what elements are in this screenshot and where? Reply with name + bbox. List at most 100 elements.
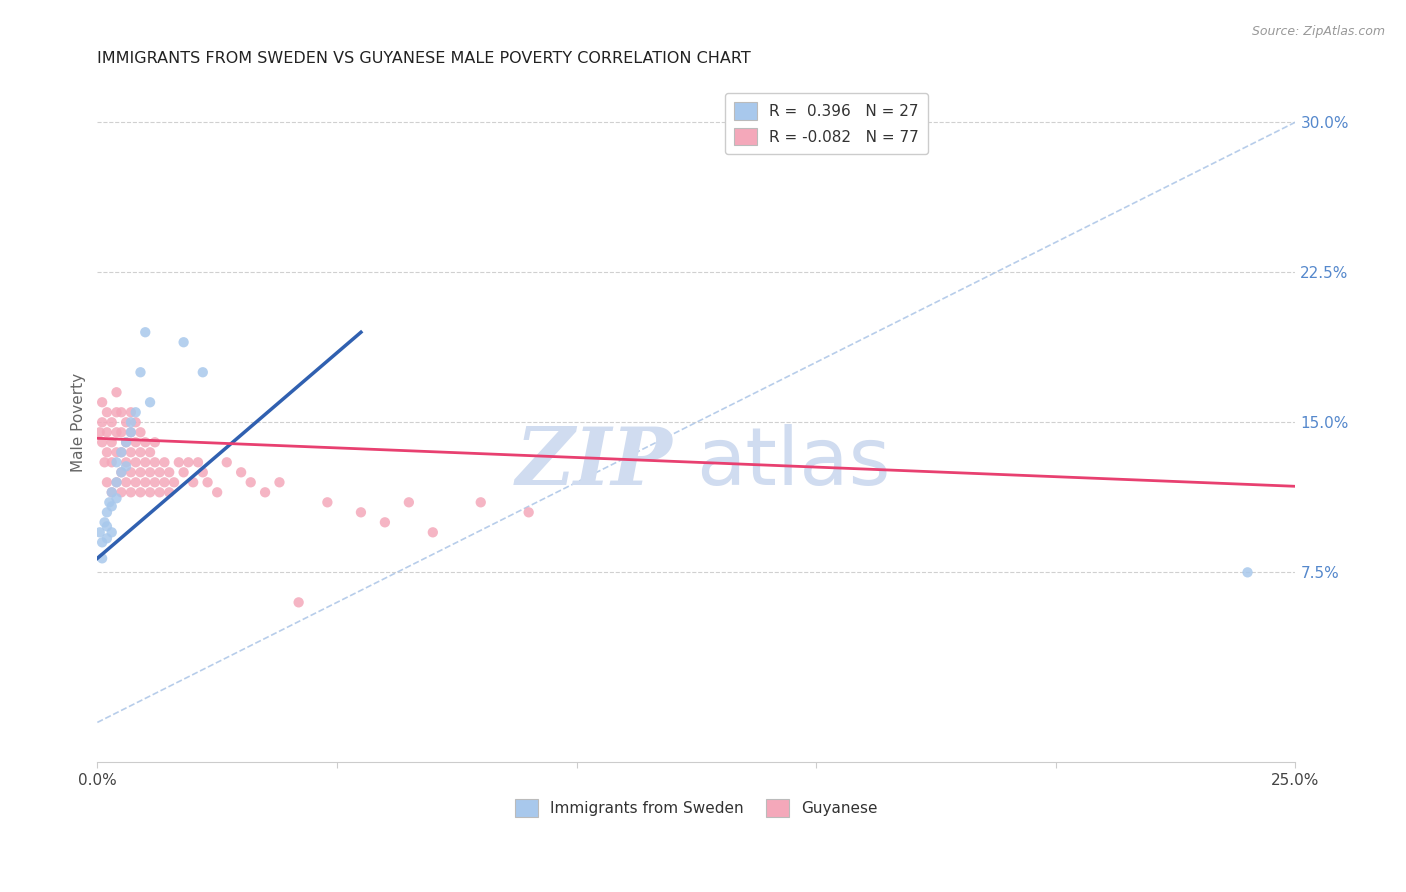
Point [173, 465, 195, 479]
Point [167, 455, 190, 469]
Point [191, 465, 214, 479]
Point [134, 475, 156, 490]
Point [129, 365, 152, 379]
Point [187, 455, 209, 469]
Point [157, 465, 180, 479]
Point [215, 455, 238, 469]
Point [110, 465, 132, 479]
Point [100, 485, 122, 500]
Point [1236, 566, 1258, 580]
Point [93, 516, 115, 530]
Point [470, 495, 492, 509]
Point [91, 395, 114, 409]
Point [96, 405, 118, 419]
Point [100, 500, 122, 514]
Point [316, 495, 339, 509]
Point [105, 475, 128, 490]
Point [139, 395, 162, 409]
Point [163, 475, 186, 490]
Y-axis label: Male Poverty: Male Poverty [72, 373, 86, 472]
Point [110, 445, 132, 459]
Point [398, 495, 420, 509]
Point [139, 485, 162, 500]
Point [129, 465, 152, 479]
Point [269, 475, 291, 490]
Point [100, 525, 122, 540]
Point [89, 525, 111, 540]
Point [239, 475, 262, 490]
Point [134, 435, 156, 450]
Point [120, 405, 142, 419]
Point [205, 485, 228, 500]
Point [120, 485, 142, 500]
Point [100, 415, 122, 429]
Point [143, 455, 166, 469]
Point [125, 475, 148, 490]
Text: Source: ZipAtlas.com: Source: ZipAtlas.com [1251, 25, 1385, 38]
Point [115, 415, 138, 429]
Text: ZIP: ZIP [516, 425, 672, 502]
Point [98, 495, 121, 509]
Point [125, 435, 148, 450]
Point [139, 465, 162, 479]
Point [105, 455, 128, 469]
Point [96, 532, 118, 546]
Point [115, 435, 138, 450]
Point [350, 505, 373, 519]
Point [96, 445, 118, 459]
Point [143, 435, 166, 450]
Point [96, 505, 118, 519]
Text: atlas: atlas [696, 424, 891, 502]
Point [129, 485, 152, 500]
Point [96, 519, 118, 533]
Point [96, 425, 118, 440]
Point [105, 445, 128, 459]
Point [110, 465, 132, 479]
Point [287, 595, 309, 609]
Point [115, 475, 138, 490]
Point [105, 475, 128, 490]
Point [105, 491, 128, 506]
Point [105, 385, 128, 400]
Point [115, 455, 138, 469]
Point [110, 405, 132, 419]
Point [110, 425, 132, 440]
Text: IMMIGRANTS FROM SWEDEN VS GUYANESE MALE POVERTY CORRELATION CHART: IMMIGRANTS FROM SWEDEN VS GUYANESE MALE … [97, 51, 751, 66]
Point [125, 455, 148, 469]
Point [125, 415, 148, 429]
Point [229, 465, 252, 479]
Point [374, 516, 396, 530]
Point [517, 505, 540, 519]
Point [110, 445, 132, 459]
Point [149, 465, 172, 479]
Point [91, 535, 114, 549]
Point [110, 485, 132, 500]
Point [134, 455, 156, 469]
Point [120, 425, 142, 440]
Point [129, 445, 152, 459]
Point [105, 405, 128, 419]
Point [93, 455, 115, 469]
Point [139, 445, 162, 459]
Point [125, 405, 148, 419]
Point [134, 325, 156, 339]
Point [197, 475, 219, 490]
Point [105, 425, 128, 440]
Point [91, 551, 114, 566]
Point [153, 475, 176, 490]
Point [191, 365, 214, 379]
Point [153, 455, 176, 469]
Point [89, 425, 111, 440]
Point [120, 465, 142, 479]
Point [254, 485, 277, 500]
Point [177, 455, 200, 469]
Point [120, 425, 142, 440]
Point [157, 485, 180, 500]
Point [91, 415, 114, 429]
Point [173, 335, 195, 350]
Point [149, 485, 172, 500]
Point [422, 525, 444, 540]
Point [115, 459, 138, 474]
Point [100, 485, 122, 500]
Legend: Immigrants from Sweden, Guyanese: Immigrants from Sweden, Guyanese [509, 793, 884, 822]
